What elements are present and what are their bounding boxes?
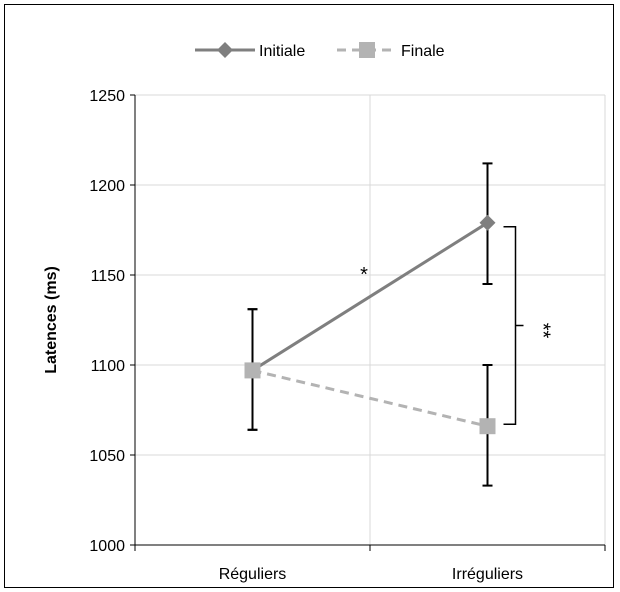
legend-label: Finale [401,43,445,60]
series-line [252,368,488,428]
y-tick-label: 1100 [91,358,126,375]
annotations: *** [360,226,554,425]
series-finale [244,308,496,487]
x-tick-labels: Réguliers Irréguliers [219,566,523,583]
legend-marker [359,42,375,58]
legend: Initiale Finale [195,42,445,60]
legend-marker [217,42,233,58]
y-tick-label: 1200 [89,178,125,195]
series-line [251,221,489,372]
x-tick-label: Réguliers [219,566,287,583]
significance-stars: ** [532,323,554,339]
y-tick-label: 1150 [91,268,126,285]
data-point [244,362,261,379]
y-axis-label: Latences (ms) [43,266,60,374]
gridlines [135,94,606,545]
axes [130,94,606,551]
significance-bracket [503,226,524,425]
legend-label: Initiale [259,43,305,60]
chart-frame [4,4,614,588]
y-tick-label: 1250 [89,88,125,105]
data-point [479,418,496,435]
x-tick-label: Irréguliers [452,566,523,583]
y-tick-label: 1050 [89,448,125,465]
series-group [244,162,496,487]
significance-star: * [360,264,368,286]
data-point [479,214,496,231]
legend-item: Initiale [195,42,305,60]
y-tick-label: 1000 [89,538,125,555]
y-tick-labels: 1000 1050 1100 1150 1200 1250 [89,88,125,555]
legend-item: Finale [337,42,445,60]
